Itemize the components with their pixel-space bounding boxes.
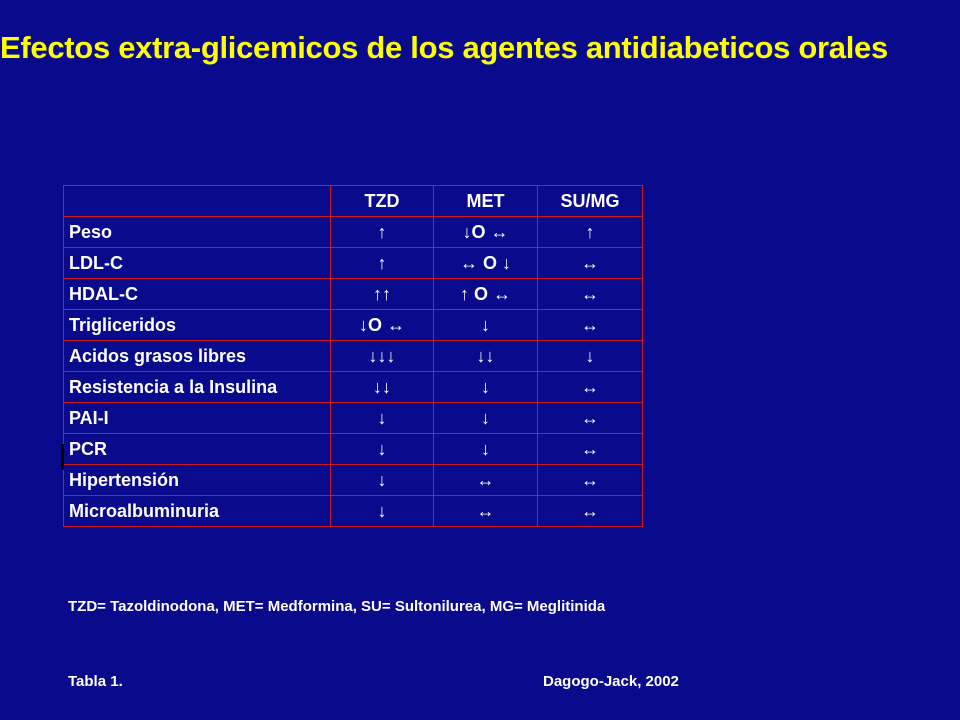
header-met: MET [433,185,538,217]
cell-tzd: ↓O ↔ [330,309,434,341]
header-sumg: SU/MG [537,185,643,217]
row-label: Trigliceridos [63,309,331,341]
row-label: Hipertensión [63,464,331,496]
cell-tzd: ↓↓ [330,371,434,403]
cell-sumg: ↔ [537,309,643,341]
table-row: HDAL-C ↑↑ ↑ O ↔ ↔ [63,278,643,310]
cell-tzd: ↓↓↓ [330,340,434,372]
row-label: Peso [63,216,331,248]
cell-met: ↓ [433,433,538,465]
row-label: LDL-C [63,247,331,279]
cell-met: ↓ [433,371,538,403]
row-label: Resistencia a la Insulina [63,371,331,403]
table-row: Trigliceridos ↓O ↔ ↓ ↔ [63,309,643,341]
table-row: Acidos grasos libres ↓↓↓ ↓↓ ↓ [63,340,643,372]
footnote: TZD= Tazoldinodona, MET= Medformina, SU=… [68,598,606,615]
cell-sumg: ↔ [537,371,643,403]
cell-tzd: ↓ [330,464,434,496]
edge-marker [61,444,64,470]
cell-tzd: ↑ [330,247,434,279]
row-label: Microalbuminuria [63,495,331,527]
row-label: PCR [63,433,331,465]
table-row: LDL-C ↑ ↔ O ↓ ↔ [63,247,643,279]
cell-met: ↓O ↔ [433,216,538,248]
cell-tzd: ↑↑ [330,278,434,310]
table-caption: Tabla 1. [68,673,123,690]
cell-met: ↔ [433,495,538,527]
table-row: Hipertensión ↓ ↔ ↔ [63,464,643,496]
cell-tzd: ↓ [330,495,434,527]
cell-tzd: ↑ [330,216,434,248]
header-empty [63,185,331,217]
cell-met: ↓ [433,402,538,434]
table-row: PAI-I ↓ ↓ ↔ [63,402,643,434]
cell-met: ↔ [433,464,538,496]
cell-met: ↓↓ [433,340,538,372]
cell-sumg: ↔ [537,402,643,434]
header-tzd: TZD [330,185,434,217]
cell-sumg: ↔ [537,433,643,465]
cell-sumg: ↓ [537,340,643,372]
cell-tzd: ↓ [330,433,434,465]
row-label: PAI-I [63,402,331,434]
table-row: PCR ↓ ↓ ↔ [63,433,643,465]
table-header-row: TZD MET SU/MG [63,185,643,217]
row-label: Acidos grasos libres [63,340,331,372]
cell-sumg: ↔ [537,464,643,496]
cell-sumg: ↔ [537,247,643,279]
cell-met: ↑ O ↔ [433,278,538,310]
slide-title: Efectos extra-glicemicos de los agentes … [0,30,888,65]
row-label: HDAL-C [63,278,331,310]
comparison-table: TZD MET SU/MG Peso ↑ ↓O ↔ ↑ LDL-C ↑ ↔ O … [63,185,643,527]
table-row: Resistencia a la Insulina ↓↓ ↓ ↔ [63,371,643,403]
table-row: Microalbuminuria ↓ ↔ ↔ [63,495,643,527]
source-citation: Dagogo-Jack, 2002 [543,673,679,690]
cell-sumg: ↔ [537,278,643,310]
cell-tzd: ↓ [330,402,434,434]
cell-sumg: ↑ [537,216,643,248]
cell-met: ↓ [433,309,538,341]
cell-met: ↔ O ↓ [433,247,538,279]
table-row: Peso ↑ ↓O ↔ ↑ [63,216,643,248]
cell-sumg: ↔ [537,495,643,527]
